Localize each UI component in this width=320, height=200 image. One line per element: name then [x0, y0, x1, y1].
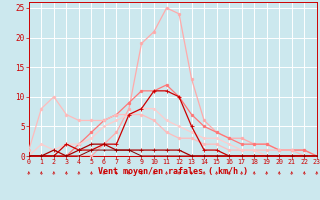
X-axis label: Vent moyen/en rafales ( km/h ): Vent moyen/en rafales ( km/h ) — [98, 167, 248, 176]
